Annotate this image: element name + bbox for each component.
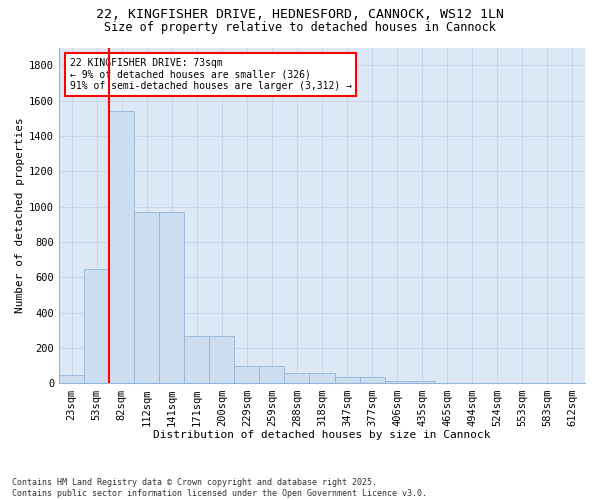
Bar: [284, 373, 310, 384]
Bar: [435, 382, 460, 384]
Text: 22, KINGFISHER DRIVE, HEDNESFORD, CANNOCK, WS12 1LN: 22, KINGFISHER DRIVE, HEDNESFORD, CANNOC…: [96, 8, 504, 20]
Bar: [385, 381, 410, 384]
Bar: [359, 378, 385, 384]
Text: 22 KINGFISHER DRIVE: 73sqm
← 9% of detached houses are smaller (326)
91% of semi: 22 KINGFISHER DRIVE: 73sqm ← 9% of detac…: [70, 58, 352, 91]
Text: Size of property relative to detached houses in Cannock: Size of property relative to detached ho…: [104, 21, 496, 34]
Text: Contains HM Land Registry data © Crown copyright and database right 2025.
Contai: Contains HM Land Registry data © Crown c…: [12, 478, 427, 498]
Bar: [460, 382, 485, 384]
Bar: [84, 268, 109, 384]
Bar: [59, 374, 84, 384]
Bar: [259, 366, 284, 384]
Y-axis label: Number of detached properties: Number of detached properties: [15, 118, 25, 314]
Bar: [134, 212, 159, 384]
X-axis label: Distribution of detached houses by size in Cannock: Distribution of detached houses by size …: [153, 430, 491, 440]
Bar: [335, 378, 359, 384]
Bar: [184, 336, 209, 384]
Bar: [159, 212, 184, 384]
Bar: [235, 366, 259, 384]
Bar: [310, 373, 335, 384]
Bar: [410, 381, 435, 384]
Bar: [109, 111, 134, 384]
Bar: [209, 336, 235, 384]
